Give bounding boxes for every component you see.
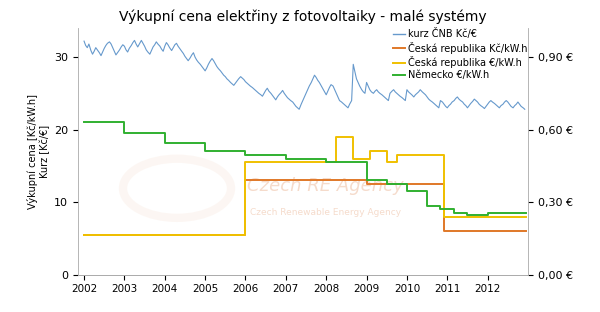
Legend: kurz ČNB Kč/€, Česká republika Kč/kW.h, Česká republika €/kW.h, Německo €/kW.h: kurz ČNB Kč/€, Česká republika Kč/kW.h, … — [393, 28, 528, 80]
Y-axis label: Výkupní cena [Kč/kW.h]
Kurz [Kč/€]: Výkupní cena [Kč/kW.h] Kurz [Kč/€] — [27, 94, 50, 209]
Text: Czech RE Agency: Czech RE Agency — [247, 177, 404, 195]
Title: Výkupní cena elektřiny z fotovoltaiky - malé systémy: Výkupní cena elektřiny z fotovoltaiky - … — [119, 10, 487, 24]
Text: Czech Renewable Energy Agency: Czech Renewable Energy Agency — [250, 208, 401, 217]
